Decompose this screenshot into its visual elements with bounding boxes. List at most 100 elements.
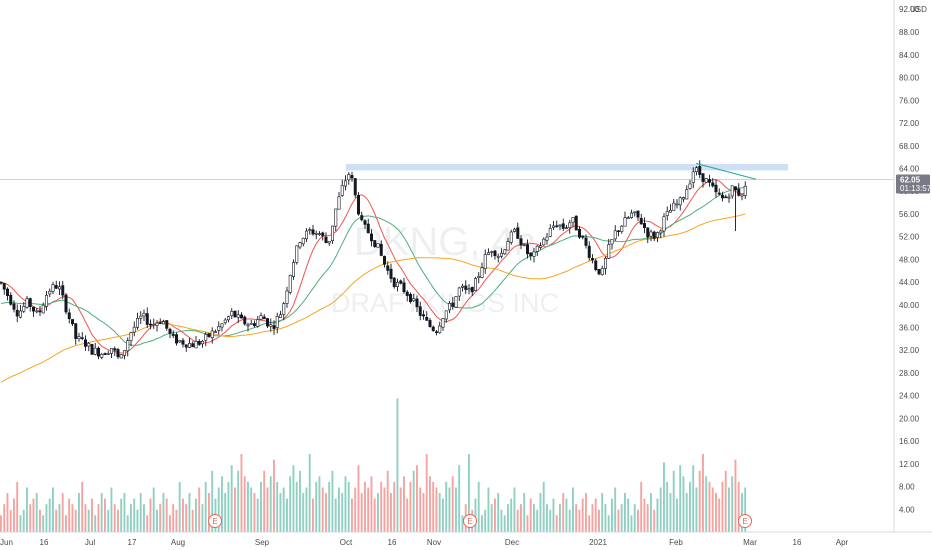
candlestick xyxy=(64,292,68,315)
candle-body xyxy=(197,340,201,345)
candlestick xyxy=(204,332,208,347)
volume-bar xyxy=(620,504,623,532)
volume-bar xyxy=(393,481,396,532)
volume-bar xyxy=(325,493,327,532)
candlestick xyxy=(126,337,130,357)
volume-bar xyxy=(572,487,574,532)
volume-bar xyxy=(208,493,210,532)
time-axis-tick-label: Feb xyxy=(669,538,683,547)
volume-bar xyxy=(637,509,639,532)
candle-body xyxy=(0,281,3,284)
candlestick xyxy=(337,192,341,210)
volume-bar xyxy=(22,509,25,532)
candle-body xyxy=(720,194,724,199)
volume-bar xyxy=(237,470,240,532)
candlestick xyxy=(123,350,127,360)
candlestick xyxy=(308,227,312,235)
candle-body xyxy=(168,328,172,334)
volume-bar xyxy=(289,476,292,532)
candlestick xyxy=(360,211,364,222)
volume-bar xyxy=(432,481,435,532)
candlestick xyxy=(100,352,104,360)
candlestick xyxy=(207,333,211,338)
candlestick xyxy=(184,344,188,352)
candlestick xyxy=(269,318,273,332)
candlestick xyxy=(97,346,101,360)
candle-body xyxy=(100,354,104,358)
volume-bar xyxy=(81,481,84,532)
candlestick xyxy=(509,229,513,245)
volume-bar xyxy=(659,487,662,532)
volume-bar xyxy=(500,509,503,532)
candlestick xyxy=(743,181,747,199)
candle-body xyxy=(223,319,227,323)
volume-bar xyxy=(555,515,558,532)
candlestick xyxy=(662,213,666,237)
candle-body xyxy=(110,348,114,354)
candlestick xyxy=(110,348,114,359)
candlestick xyxy=(80,332,84,341)
candlestick xyxy=(363,219,367,229)
candle-body xyxy=(41,304,45,314)
volume-bar xyxy=(227,481,230,532)
candlestick xyxy=(139,311,143,325)
candlestick xyxy=(389,263,393,283)
candlestick xyxy=(535,244,539,257)
candlestick xyxy=(113,346,117,356)
candlestick xyxy=(415,295,419,312)
volume-bar xyxy=(195,498,197,532)
volume-bar xyxy=(656,498,659,532)
candle-body xyxy=(428,320,432,327)
candle-body xyxy=(672,202,676,211)
candlestick xyxy=(545,233,549,245)
volume-bar xyxy=(256,498,259,532)
candle-body xyxy=(259,315,263,320)
volume-bar xyxy=(65,515,67,532)
candlestick xyxy=(28,297,32,312)
volume-bar xyxy=(87,509,90,532)
candle-body xyxy=(522,244,526,246)
candlestick xyxy=(379,240,383,257)
time-axis[interactable]: Jun 16 Jul 17 Aug Sep Oct 16 Nov Dec 2021 Feb Mar 16 A… xyxy=(0,538,849,547)
candlestick xyxy=(486,248,490,256)
trendline[interactable] xyxy=(695,162,757,180)
candle-body xyxy=(577,228,581,238)
candle-body xyxy=(132,326,136,333)
volume-bar xyxy=(373,498,376,532)
candle-body xyxy=(434,331,438,333)
volume-bar xyxy=(308,454,311,532)
candlestick xyxy=(629,209,633,219)
volume-bar xyxy=(455,487,457,532)
candlestick xyxy=(454,296,458,308)
last-price-tag-bg xyxy=(896,174,930,194)
candle-body xyxy=(444,310,448,320)
volume-bar xyxy=(162,493,165,532)
candle-body xyxy=(486,252,490,255)
candlestick xyxy=(162,319,166,325)
candlestick xyxy=(418,301,422,321)
candle-body xyxy=(256,319,260,327)
candlestick xyxy=(460,283,464,292)
earnings-marker: E xyxy=(208,514,222,528)
candle-body xyxy=(191,343,195,348)
earnings-marker-circle xyxy=(463,514,477,528)
candlestick xyxy=(519,235,523,250)
candle-body xyxy=(162,321,166,325)
volume-bar xyxy=(598,509,600,532)
last-price-label: 62.05 xyxy=(900,176,921,185)
candle-body xyxy=(347,174,351,181)
candlestick xyxy=(217,321,221,335)
price-axis-tick-label: 64.00 xyxy=(899,164,920,173)
volume-bar xyxy=(724,470,727,532)
volume-bar xyxy=(159,504,162,532)
candlestick xyxy=(600,265,604,276)
volume-bar xyxy=(614,487,617,532)
candle-body xyxy=(363,220,367,225)
candle-body xyxy=(275,315,279,328)
candle-body xyxy=(304,230,308,240)
candlestick xyxy=(275,312,279,334)
candle-body xyxy=(87,343,91,347)
